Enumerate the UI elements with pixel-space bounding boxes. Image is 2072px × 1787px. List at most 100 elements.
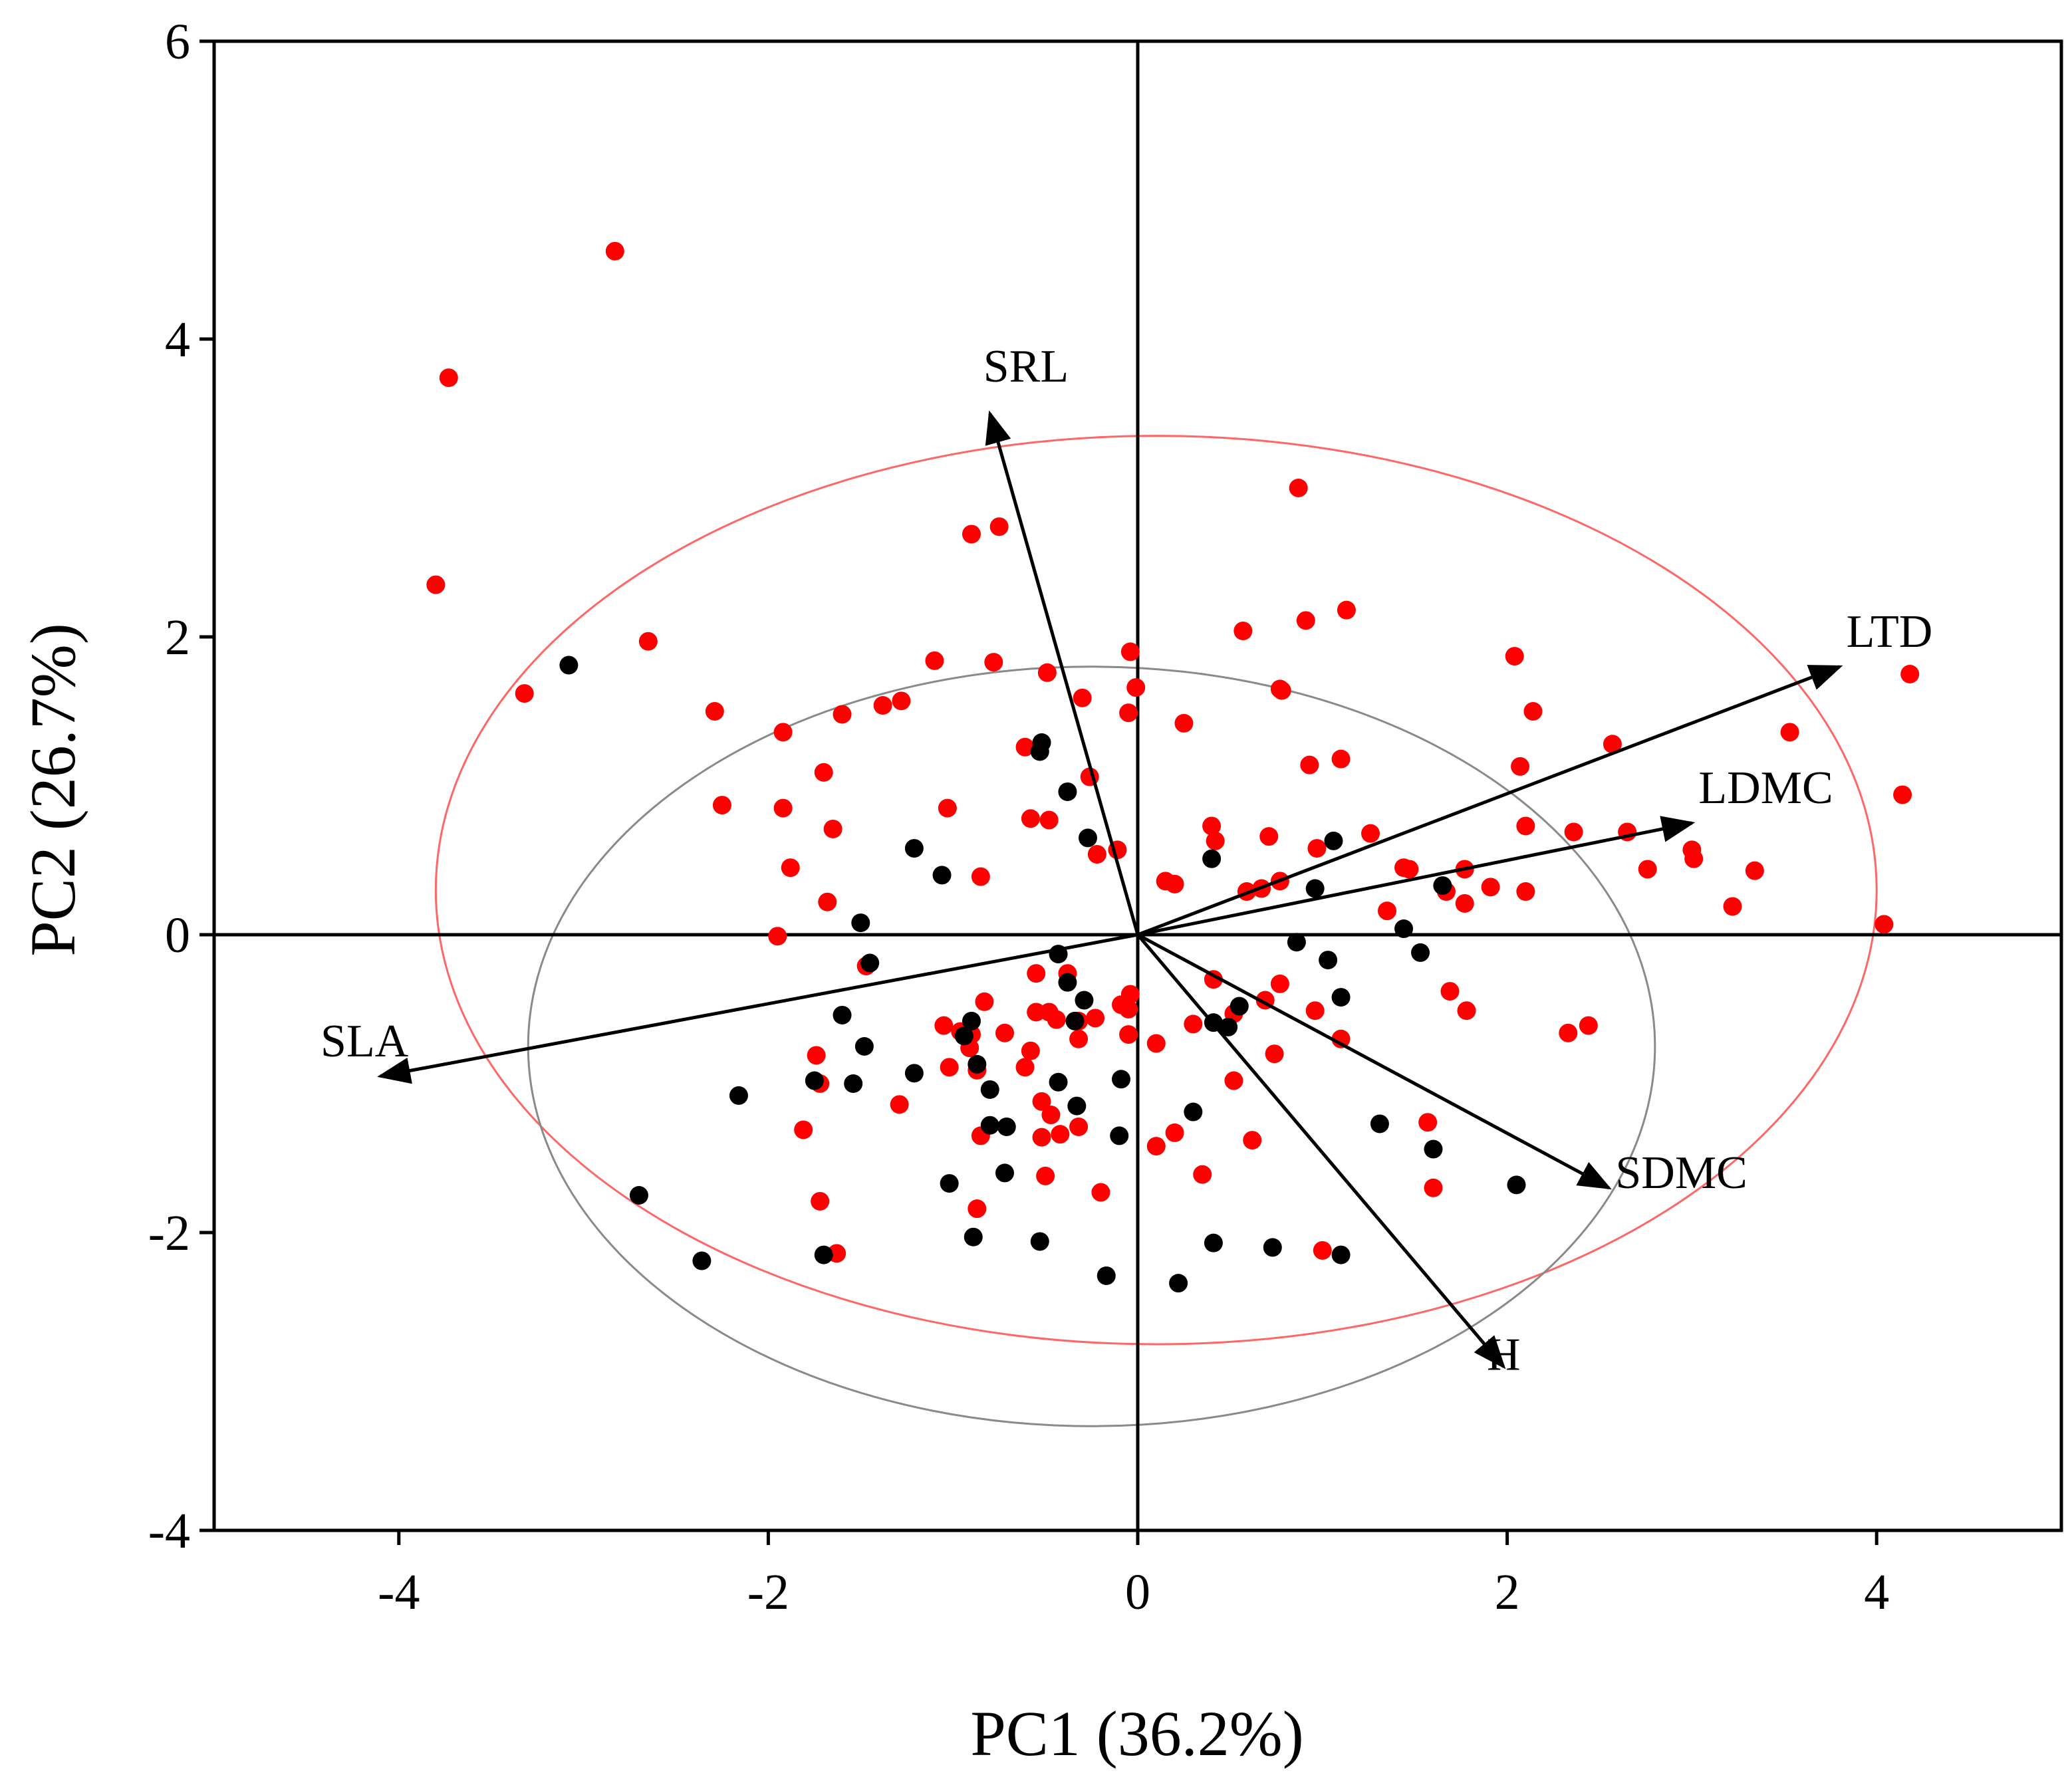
point-red xyxy=(934,1016,954,1035)
point-black xyxy=(629,1186,648,1205)
point-black xyxy=(1202,849,1222,868)
point-black xyxy=(851,913,870,933)
x-tick-label: 0 xyxy=(1125,1564,1150,1620)
loading-label-h: H xyxy=(1487,1330,1521,1381)
point-red xyxy=(1745,861,1764,880)
point-red xyxy=(1051,1125,1070,1144)
point-red xyxy=(1875,915,1894,934)
point-red xyxy=(1331,749,1351,769)
point-red xyxy=(773,798,793,818)
data-points xyxy=(426,241,1920,1293)
loading-label-srl: SRL xyxy=(983,341,1069,392)
point-red xyxy=(781,858,800,878)
point-red xyxy=(1015,737,1035,757)
point-red xyxy=(705,702,724,721)
point-black xyxy=(814,1245,833,1264)
point-red xyxy=(1073,688,1092,707)
point-red xyxy=(1202,816,1222,836)
loading-arrow-h xyxy=(1136,933,1506,1370)
point-black xyxy=(1065,1011,1085,1030)
y-tick-label: -4 xyxy=(148,1503,190,1559)
point-red xyxy=(1193,1165,1212,1184)
point-red xyxy=(995,1023,1014,1042)
point-black xyxy=(980,1080,999,1099)
point-red xyxy=(1032,1092,1051,1111)
point-red xyxy=(1119,703,1138,723)
point-red xyxy=(1259,827,1279,846)
loading-arrow-ltd xyxy=(1137,665,1843,937)
y-tick-label: 6 xyxy=(165,14,190,70)
point-black xyxy=(1305,879,1325,898)
point-black xyxy=(962,1011,981,1030)
point-red xyxy=(1900,665,1920,683)
point-red xyxy=(1296,611,1315,630)
point-red xyxy=(975,992,994,1011)
point-black xyxy=(1030,742,1049,761)
point-red xyxy=(1780,723,1799,742)
loading-arrow-sdmc xyxy=(1136,933,1612,1190)
y-tick-label: 4 xyxy=(165,312,190,368)
point-black xyxy=(1394,919,1414,939)
point-red xyxy=(892,691,911,711)
loading-arrows: SRL LTD LDMC SLA SDMC H xyxy=(321,341,1932,1381)
point-red xyxy=(1165,874,1184,894)
y-tick-label: 0 xyxy=(165,907,190,963)
point-black xyxy=(1324,831,1343,850)
point-red xyxy=(1206,831,1225,850)
point-red xyxy=(1331,1029,1351,1048)
loading-label-sdmc: SDMC xyxy=(1615,1147,1747,1199)
point-red xyxy=(984,653,1003,672)
point-red xyxy=(1021,1041,1040,1060)
point-black xyxy=(692,1251,712,1270)
point-black xyxy=(1097,1266,1116,1285)
point-red xyxy=(925,651,944,670)
point-black xyxy=(964,1227,983,1247)
loading-arrow-ldmc xyxy=(1137,816,1696,937)
point-red xyxy=(1119,1025,1138,1044)
point-red xyxy=(1424,1178,1443,1197)
point-red xyxy=(1146,1034,1166,1053)
point-black xyxy=(1411,943,1430,962)
point-red xyxy=(1723,897,1742,916)
y-tick-label: -2 xyxy=(148,1205,190,1261)
point-red xyxy=(890,1095,909,1114)
point-red xyxy=(1455,894,1474,913)
point-red xyxy=(811,1191,830,1211)
point-black xyxy=(1184,1102,1203,1122)
point-red xyxy=(515,684,534,703)
point-red xyxy=(1579,1016,1598,1035)
point-red xyxy=(1511,757,1530,776)
point-red xyxy=(605,241,624,261)
loading-label-sla: SLA xyxy=(321,1016,409,1067)
point-black xyxy=(1287,933,1306,952)
x-axis-title: PC1 (36.2%) xyxy=(970,1698,1303,1769)
point-red xyxy=(989,517,1009,536)
point-red xyxy=(1603,735,1622,754)
x-tick-label: -4 xyxy=(378,1564,420,1620)
point-red xyxy=(962,525,981,544)
point-red xyxy=(1305,1001,1325,1020)
point-black xyxy=(1058,973,1077,992)
point-red xyxy=(1091,1183,1110,1202)
point-red xyxy=(971,867,990,886)
point-black xyxy=(1219,1017,1238,1036)
point-red xyxy=(638,632,658,651)
loading-label-ldmc: LDMC xyxy=(1698,763,1833,814)
point-red xyxy=(1120,642,1140,661)
point-black xyxy=(1433,876,1452,895)
point-black xyxy=(1111,1070,1130,1089)
point-black xyxy=(1263,1238,1282,1257)
point-red xyxy=(768,927,787,946)
point-black xyxy=(1030,1232,1049,1251)
point-red xyxy=(1440,982,1460,1001)
point-black xyxy=(980,1116,999,1135)
point-red xyxy=(1516,882,1535,901)
point-red xyxy=(1307,839,1327,858)
point-red xyxy=(1564,822,1583,842)
point-red xyxy=(1224,1071,1243,1090)
ellipse-red xyxy=(434,435,1878,1346)
point-black xyxy=(1110,1126,1129,1145)
point-red xyxy=(1165,1123,1184,1142)
point-black xyxy=(844,1074,863,1093)
